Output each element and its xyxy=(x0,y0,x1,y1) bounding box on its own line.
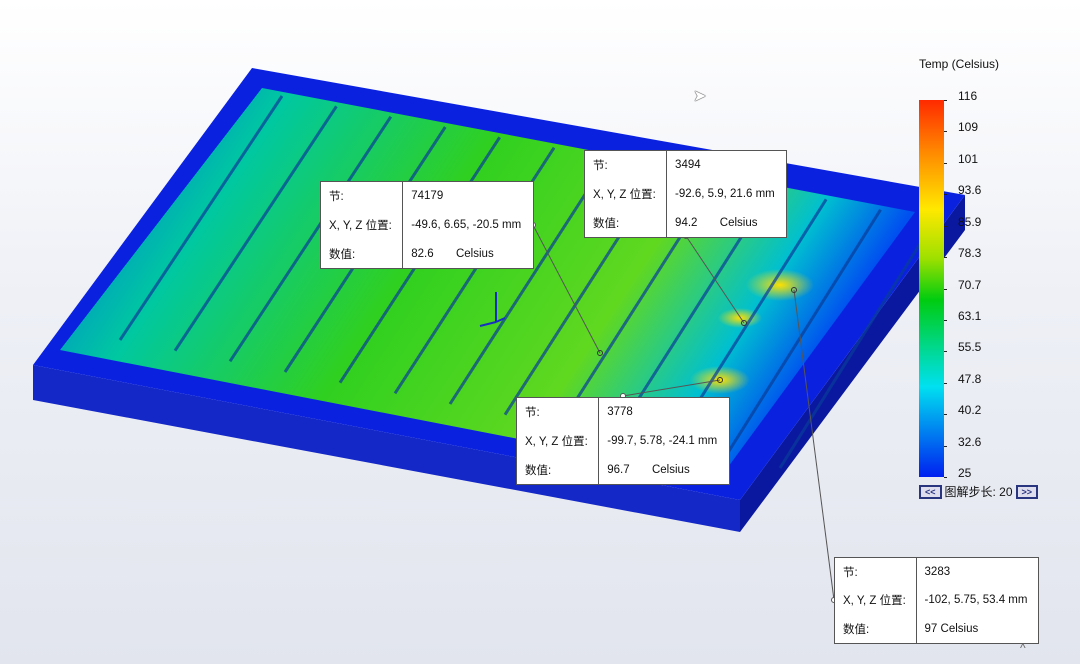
node-label: 节: xyxy=(585,151,668,180)
temperature-value: 82.6 Celsius xyxy=(411,247,494,260)
position-label: X, Y, Z 位置: xyxy=(517,426,600,456)
probe-box[interactable]: 节: 3283 X, Y, Z 位置: -102, 5.75, 53.4 mm 数值… xyxy=(834,557,1039,644)
plate-side-front xyxy=(33,365,740,532)
legend-tick-label: 40.2 xyxy=(958,403,982,418)
cooling-rib xyxy=(118,95,284,341)
legend-title: Temp (Celsius) xyxy=(919,57,1000,71)
legend-tick-mark xyxy=(944,257,947,259)
legend-tick-label: 85.9 xyxy=(958,214,982,229)
value-label: 数值: xyxy=(517,455,600,484)
position-label: X, Y, Z 位置: xyxy=(585,179,668,209)
color-scale-bar xyxy=(919,100,944,477)
axis-triad-icon xyxy=(479,292,506,327)
legend-tick-label: 101 xyxy=(958,151,979,166)
position-value: -92.6, 5.9, 21.6 mm xyxy=(675,187,775,200)
legend-tick-label: 63.1 xyxy=(958,308,982,323)
legend-step-control: << 图解步长: 20 >> xyxy=(919,483,1039,500)
prev-step-button[interactable]: << xyxy=(919,484,942,499)
legend-tick-mark xyxy=(944,288,947,290)
mouse-pointer-icon: ➤ xyxy=(693,88,707,105)
cooling-rib xyxy=(723,208,882,459)
legend-tick-label: 25 xyxy=(958,466,972,480)
position-label: X, Y, Z 位置: xyxy=(835,586,917,615)
legend-tick-label: 47.8 xyxy=(958,371,982,386)
legend-tick-mark xyxy=(944,162,947,164)
legend-tick-label: 109 xyxy=(958,120,979,135)
value-label: 数值: xyxy=(321,239,404,268)
cooling-rib xyxy=(173,105,338,352)
legend-tick-label: 70.7 xyxy=(958,277,982,292)
node-label: 节: xyxy=(517,398,600,427)
temperature-value: 97 Celsius xyxy=(924,622,979,635)
temperature-value: 94.2 Celsius xyxy=(675,216,758,229)
legend-tick-mark xyxy=(944,131,947,133)
legend-tick-mark xyxy=(944,319,947,321)
node-label: 节: xyxy=(321,182,404,211)
legend-tick-mark xyxy=(944,414,947,416)
cooling-rib xyxy=(228,115,393,363)
value-label: 数值: xyxy=(835,614,917,643)
legend-tick-mark xyxy=(944,194,947,196)
position-value: -102, 5.75, 53.4 mm xyxy=(924,594,1028,607)
probe-leaders xyxy=(530,222,837,603)
node-value: 3494 xyxy=(675,159,701,172)
position-label: X, Y, Z 位置: xyxy=(321,210,404,240)
chevron-up-icon[interactable]: ^ xyxy=(1020,641,1026,655)
legend-tick-mark xyxy=(944,100,947,101)
legend-tick-mark xyxy=(944,382,947,384)
cooling-rib xyxy=(448,157,610,405)
hotspot xyxy=(746,269,814,301)
plate-side-right xyxy=(740,195,965,532)
node-value: 3778 xyxy=(607,406,633,419)
position-value: -49.6, 6.65, -20.5 mm xyxy=(411,218,522,231)
cooling-rib xyxy=(778,219,937,469)
value-label: 数值: xyxy=(585,208,668,237)
node-label: 节: xyxy=(835,558,917,587)
legend-tick-label: 78.3 xyxy=(958,246,982,261)
hotspot xyxy=(718,308,762,328)
legend-tick-mark xyxy=(944,225,947,227)
legend-tick-label: 116 xyxy=(958,89,978,103)
position-value: -99.7, 5.78, -24.1 mm xyxy=(607,434,718,447)
node-value: 3283 xyxy=(924,566,951,579)
temperature-value: 96.7 Celsius xyxy=(607,463,690,476)
legend-tick-label: 32.6 xyxy=(958,434,982,449)
step-label: 图解步长: 20 xyxy=(944,485,1013,499)
legend-tick-label: 93.6 xyxy=(958,183,982,198)
legend-tick-label: 55.5 xyxy=(958,340,982,355)
legend-tick-mark xyxy=(944,477,947,478)
legend-tick-mark xyxy=(944,445,947,447)
legend-tick-mark xyxy=(944,351,947,353)
probe-box[interactable]: 节: 3778 X, Y, Z 位置: -99.7, 5.78, -24.1 mm … xyxy=(516,397,730,485)
node-value: 74179 xyxy=(411,190,444,203)
probe-box[interactable]: 节: 3494 X, Y, Z 位置: -92.6, 5.9, 21.6 mm 数值… xyxy=(584,150,787,238)
probe-box[interactable]: 节: 74179 X, Y, Z 位置: -49.6, 6.65, -20.5 mm… xyxy=(320,181,534,269)
next-step-button[interactable]: >> xyxy=(1015,484,1039,499)
